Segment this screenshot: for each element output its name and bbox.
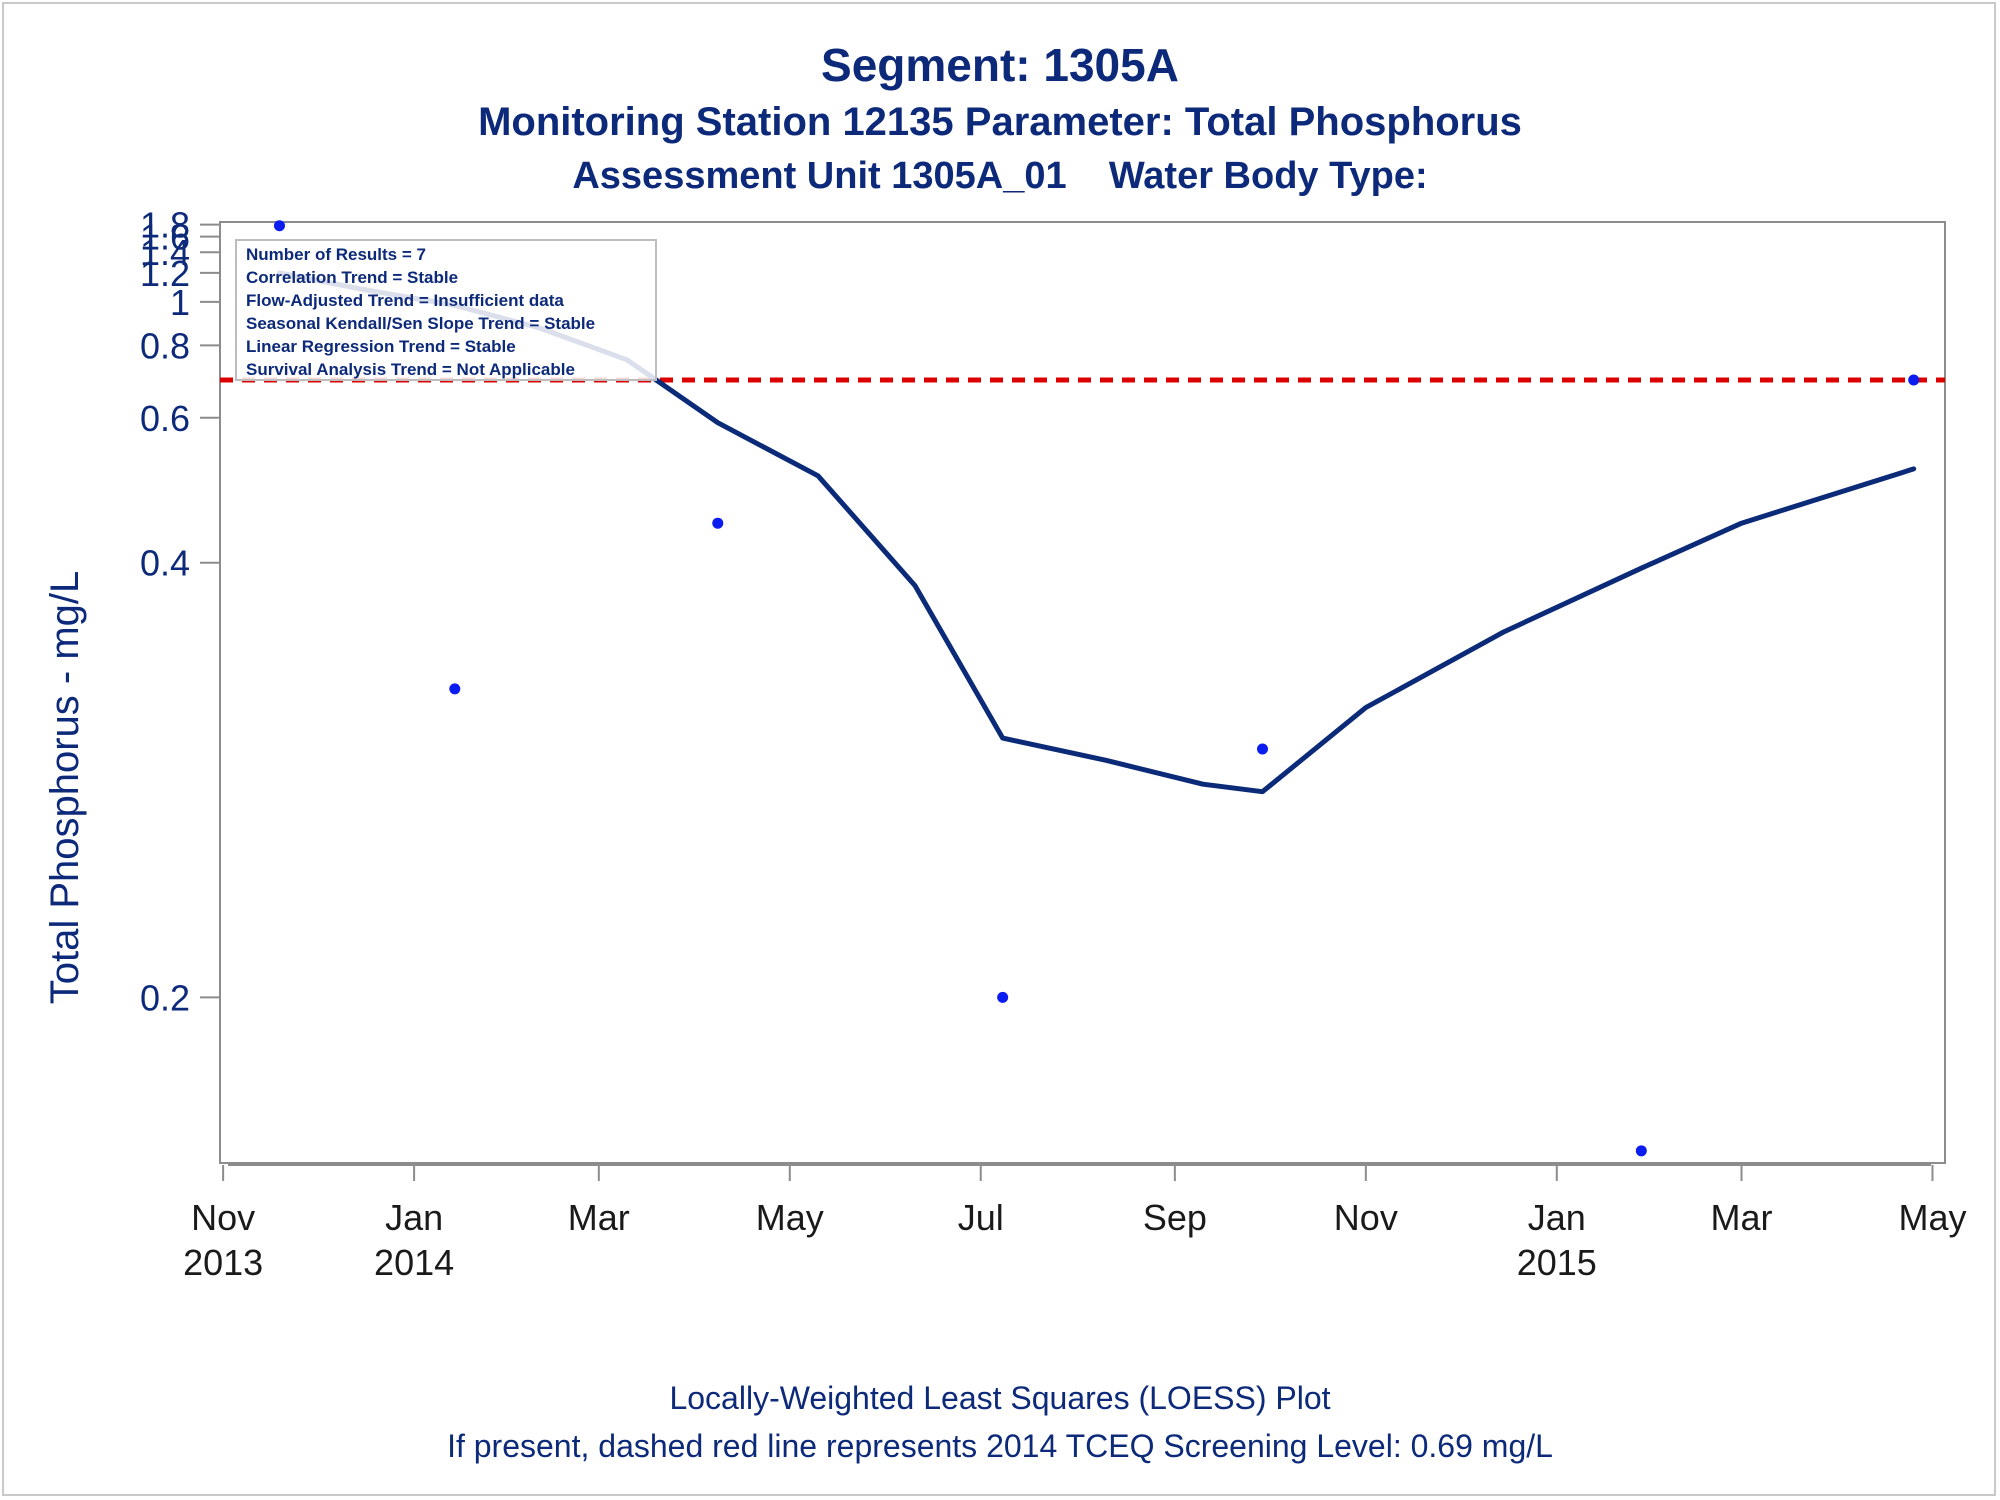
x-tick-label: Sep <box>1143 1197 1207 1238</box>
y-tick-label: 1.6 <box>140 217 190 258</box>
stats-inset-box <box>235 239 657 381</box>
plot-area <box>219 221 1946 1164</box>
chart-title: Segment: 1305A <box>821 39 1179 91</box>
footnote-loess: Locally-Weighted Least Squares (LOESS) P… <box>669 1380 1331 1416</box>
y-tick-label: 1.2 <box>140 253 190 294</box>
x-tick-year-label: 2013 <box>183 1242 263 1283</box>
data-point <box>997 991 1009 1003</box>
x-tick-label: Nov <box>1334 1197 1398 1238</box>
chart-subtitle-station: Monitoring Station 12135 Parameter: Tota… <box>478 100 1522 144</box>
y-tick-label: 1 <box>170 282 190 323</box>
x-tick-label: May <box>756 1197 824 1238</box>
x-tick-label: Jan <box>385 1197 443 1238</box>
stats-inset-line: Number of Results = 7 <box>246 245 426 264</box>
x-tick-year-label: 2015 <box>1517 1242 1597 1283</box>
footnote-screening-level: If present, dashed red line represents 2… <box>447 1428 1553 1464</box>
data-point <box>1635 1145 1647 1157</box>
x-tick-label: Jul <box>958 1197 1004 1238</box>
y-tick-label: 1.4 <box>140 232 190 273</box>
x-tick-label: May <box>1898 1197 1966 1238</box>
data-point <box>449 683 461 695</box>
stats-inset-line: Linear Regression Trend = Stable <box>246 337 516 356</box>
y-tick-label: 1.8 <box>140 205 190 246</box>
data-point <box>1257 743 1269 755</box>
x-tick-label: Mar <box>1711 1197 1773 1238</box>
y-tick-label: 0.6 <box>140 398 190 439</box>
x-tick-label: Nov <box>191 1197 255 1238</box>
stats-inset-line: Survival Analysis Trend = Not Applicable <box>246 360 575 379</box>
x-tick-label: Mar <box>568 1197 630 1238</box>
y-tick-label: 0.2 <box>140 977 190 1018</box>
y-tick-label: 0.4 <box>140 543 190 584</box>
chart-subtitle-assessment: Assessment Unit 1305A_01 Water Body Type… <box>572 155 1428 197</box>
stats-inset-line: Seasonal Kendall/Sen Slope Trend = Stabl… <box>246 314 595 333</box>
data-point <box>273 220 285 232</box>
data-point <box>712 517 724 529</box>
x-tick-year-label: 2014 <box>374 1242 454 1283</box>
data-point <box>1908 374 1920 386</box>
y-tick-label: 0.8 <box>140 325 190 366</box>
y-axis-title: Total Phosphorus - mg/L <box>43 571 87 1005</box>
stats-inset-line: Flow-Adjusted Trend = Insufficient data <box>246 291 564 310</box>
x-tick-label: Jan <box>1528 1197 1586 1238</box>
stats-inset-line: Correlation Trend = Stable <box>246 268 458 287</box>
